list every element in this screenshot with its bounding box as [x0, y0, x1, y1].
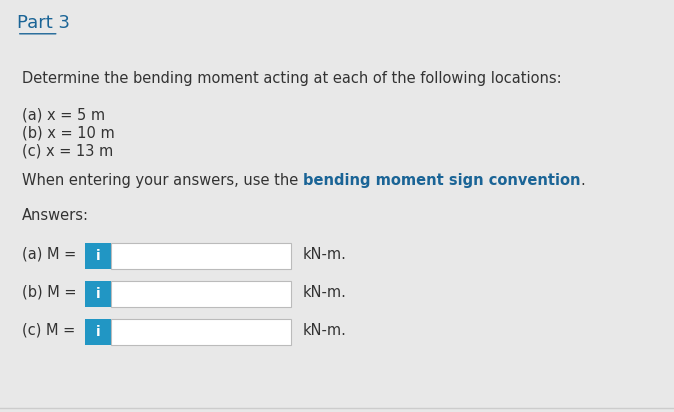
- Text: Part 3: Part 3: [17, 14, 70, 32]
- Text: (a) x = 5 m: (a) x = 5 m: [22, 108, 105, 123]
- Text: kN-m.: kN-m.: [303, 285, 347, 300]
- FancyBboxPatch shape: [85, 243, 111, 269]
- FancyBboxPatch shape: [111, 281, 291, 307]
- Text: kN-m.: kN-m.: [303, 323, 347, 338]
- Text: kN-m.: kN-m.: [303, 247, 347, 262]
- Text: i: i: [96, 249, 100, 263]
- Text: bending moment sign convention: bending moment sign convention: [303, 173, 580, 188]
- FancyBboxPatch shape: [111, 319, 291, 345]
- Text: (c) x = 13 m: (c) x = 13 m: [22, 144, 113, 159]
- Text: (a) M =: (a) M =: [22, 247, 81, 262]
- Text: (b) M =: (b) M =: [22, 285, 81, 300]
- Text: (c) M =: (c) M =: [22, 323, 80, 338]
- FancyBboxPatch shape: [85, 319, 111, 345]
- FancyBboxPatch shape: [85, 281, 111, 307]
- Text: Answers:: Answers:: [22, 208, 89, 223]
- Text: Determine the bending moment acting at each of the following locations:: Determine the bending moment acting at e…: [22, 71, 561, 86]
- Text: i: i: [96, 287, 100, 301]
- Text: (b) x = 10 m: (b) x = 10 m: [22, 126, 115, 141]
- FancyBboxPatch shape: [111, 243, 291, 269]
- Text: i: i: [96, 325, 100, 339]
- Text: When entering your answers, use the: When entering your answers, use the: [22, 173, 303, 188]
- Text: .: .: [580, 173, 585, 188]
